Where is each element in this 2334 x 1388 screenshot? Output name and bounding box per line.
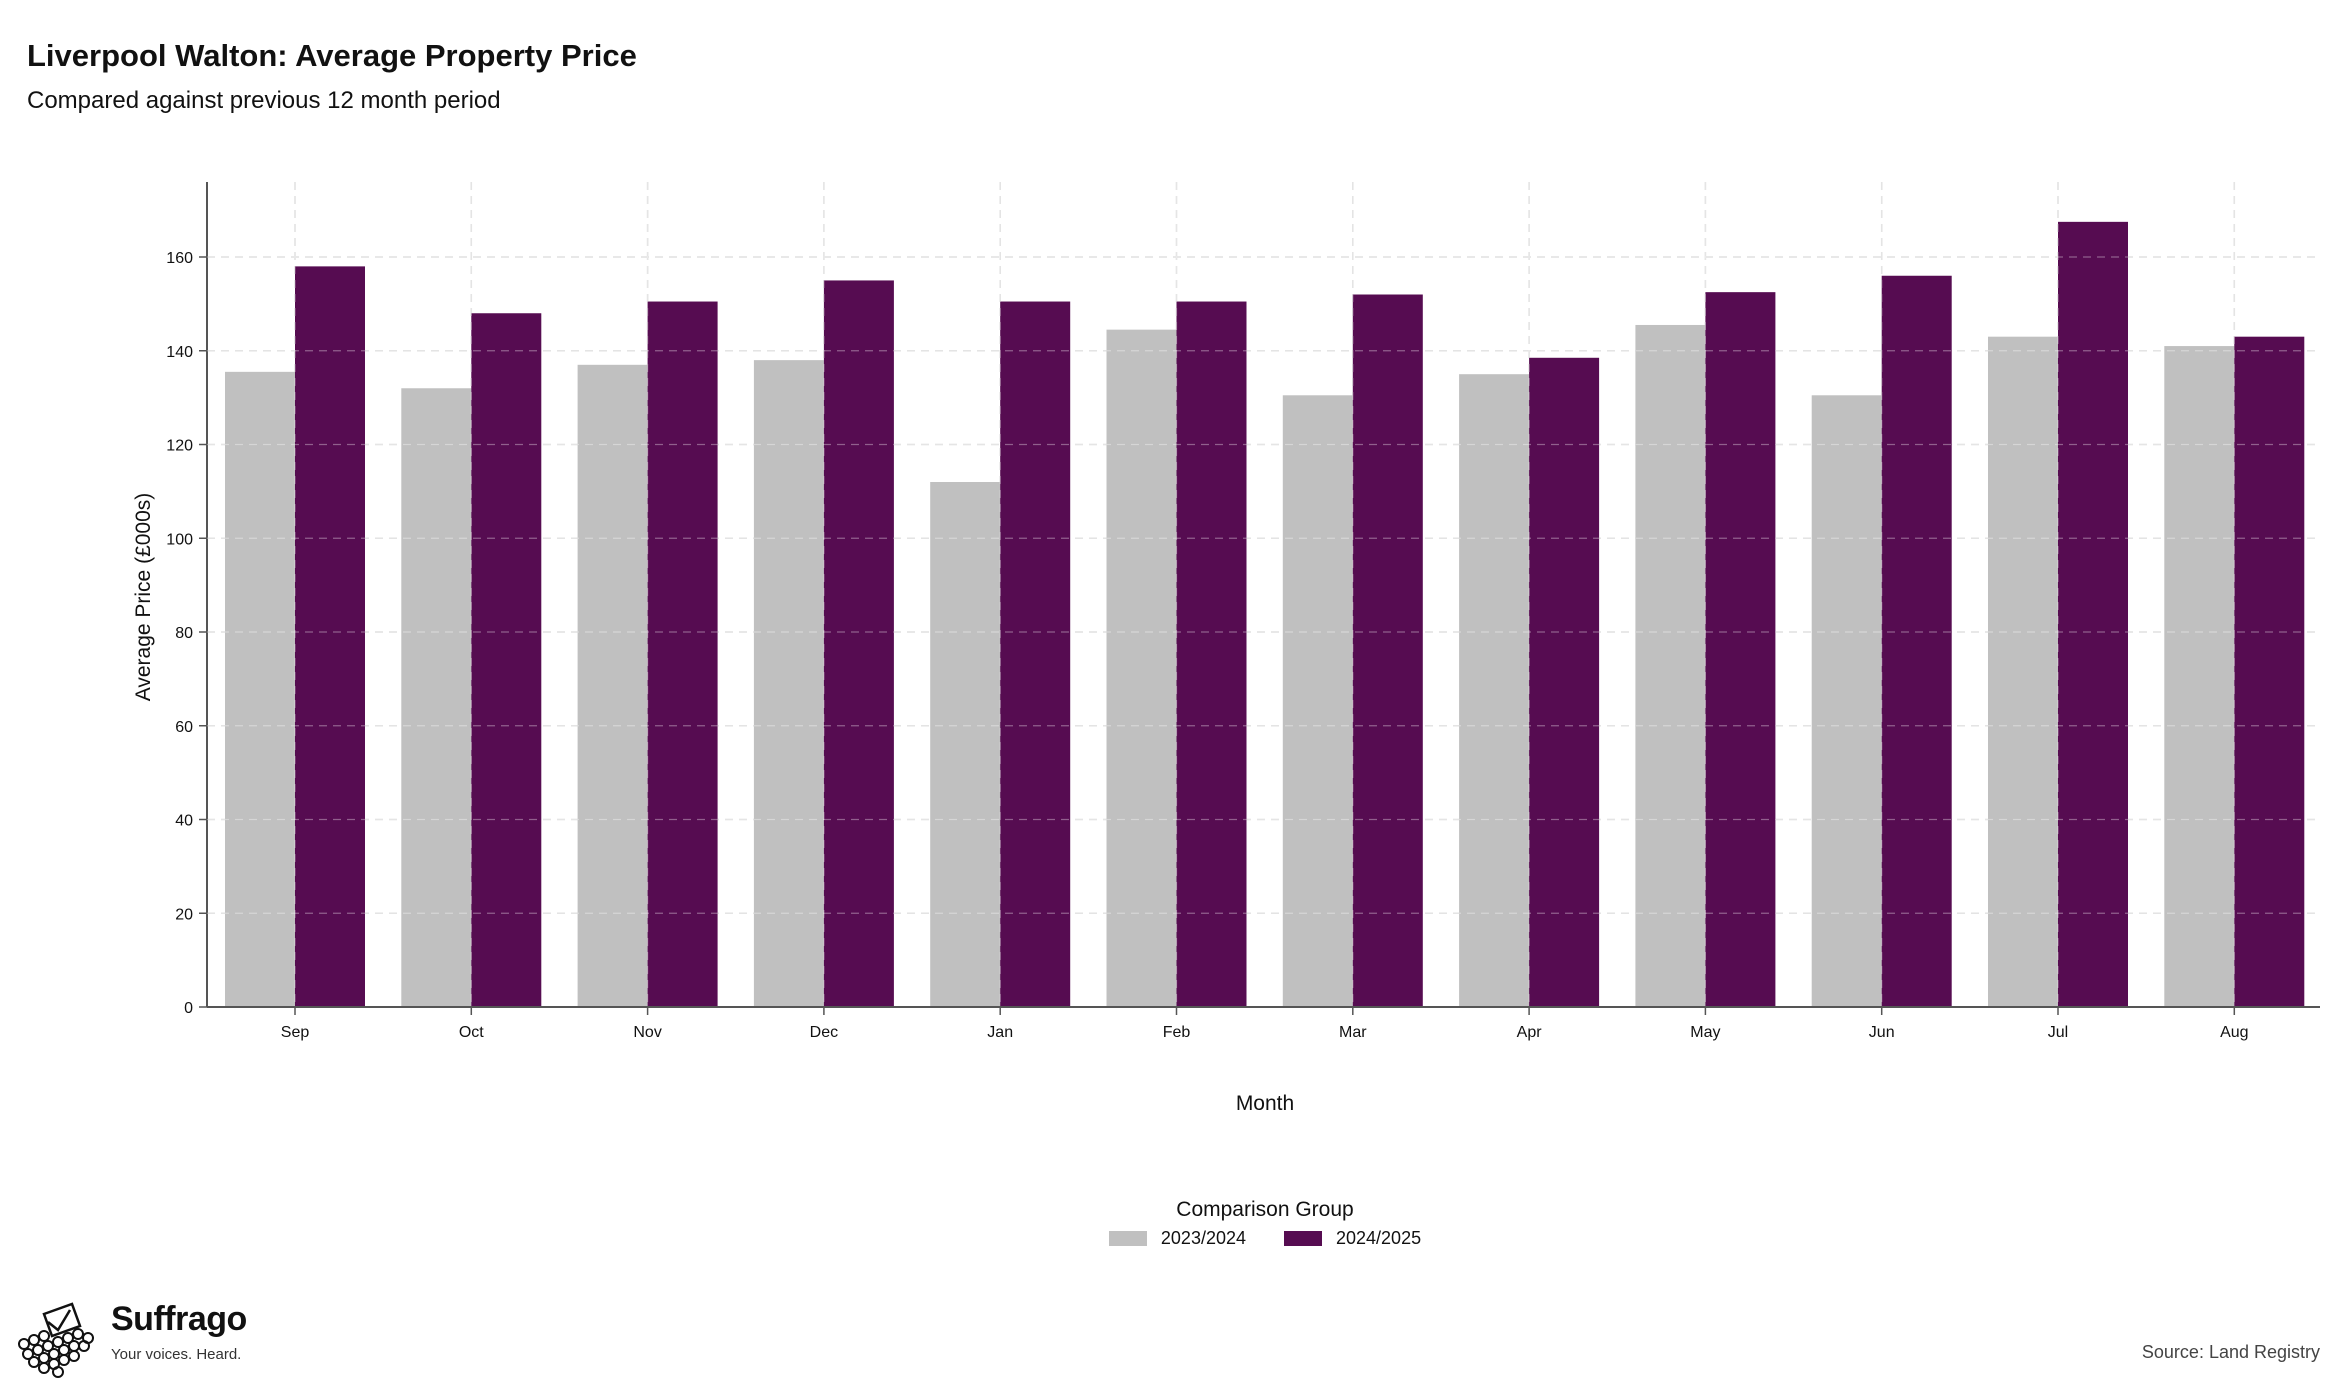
bar-2024-2025-jun	[1881, 275, 1952, 1007]
brand-logo: Suffrago Your voices. Heard.	[14, 1296, 274, 1378]
bar-2024-2025-jul	[2058, 221, 2128, 1007]
legend-item-2024-2025: 2024/2025	[1284, 1228, 1421, 1249]
bar-2023-2024-oct	[401, 388, 472, 1007]
legend-swatch	[1108, 1231, 1147, 1246]
y-tick-label: 80	[175, 625, 193, 642]
bar-2024-2025-sep	[295, 266, 365, 1007]
y-tick-label: 0	[184, 1000, 193, 1017]
bar-2024-2025-feb	[1176, 301, 1247, 1007]
chart-title: Liverpool Walton: Average Property Price	[27, 38, 637, 73]
x-tick-label: Jun	[1869, 1024, 1895, 1041]
bar-2023-2024-may	[1635, 324, 1706, 1007]
bar-2023-2024-aug	[2164, 346, 2235, 1007]
bar-2024-2025-oct	[471, 313, 542, 1007]
bar-2023-2024-nov	[577, 364, 648, 1007]
bar-2023-2024-feb	[1106, 329, 1177, 1007]
ballot-box-icon	[18, 1302, 94, 1378]
brand-tagline: Your voices. Heard.	[111, 1346, 242, 1363]
bar-2024-2025-dec	[823, 280, 894, 1007]
x-tick-label: Nov	[633, 1024, 661, 1041]
x-tick-label: Mar	[1339, 1024, 1367, 1041]
bar-2024-2025-jan	[1000, 301, 1071, 1007]
bar-2024-2025-nov	[647, 301, 718, 1007]
bars	[225, 221, 2305, 1007]
bar-2023-2024-mar	[1282, 395, 1353, 1007]
y-tick-label: 40	[175, 813, 193, 830]
tick-labels: 0 20 40 60 80 100 120 140 160 Sep Oct Nov Dec Jan Feb M…	[166, 250, 2248, 1041]
source-note: Source: Land Registry	[2141, 1342, 2320, 1362]
y-tick-label: 60	[175, 719, 193, 736]
bar-2023-2024-jul	[1988, 336, 2058, 1007]
bar-2024-2025-aug	[2234, 336, 2305, 1007]
bar-2024-2025-mar	[1352, 294, 1423, 1007]
y-tick-label: 140	[166, 344, 193, 361]
chart-subtitle: Compared against previous 12 month perio…	[27, 87, 501, 114]
brand-name: Suffrago	[111, 1300, 247, 1338]
grid-overlay	[207, 182, 2320, 1007]
x-tick-label: Jan	[987, 1024, 1013, 1041]
y-tick-label: 20	[175, 906, 193, 923]
legend-title: Comparison Group	[1176, 1198, 1354, 1221]
x-tick-label: Oct	[459, 1024, 484, 1041]
x-tick-label: Aug	[2220, 1024, 2248, 1041]
bar-2023-2024-jan	[930, 482, 1001, 1007]
bar-2024-2025-apr	[1529, 357, 1600, 1007]
axes	[199, 182, 2320, 1015]
x-tick-label: Dec	[810, 1024, 838, 1041]
y-tick-label: 120	[166, 438, 193, 455]
x-tick-label: Apr	[1517, 1024, 1543, 1041]
x-axis-title: Month	[1236, 1092, 1294, 1115]
legend-label: 2024/2025	[1336, 1228, 1422, 1248]
y-axis-title: Average Price (£000s)	[132, 493, 155, 702]
bar-2023-2024-dec	[753, 360, 824, 1007]
legend: Comparison Group 2023/2024 2024/2025	[1050, 1198, 1480, 1249]
x-tick-label: Feb	[1163, 1024, 1191, 1041]
y-tick-label: 100	[166, 531, 193, 548]
legend-swatch	[1284, 1231, 1322, 1246]
x-tick-label: Jul	[2048, 1024, 2068, 1041]
x-tick-label: Sep	[281, 1024, 310, 1041]
bar-2023-2024-sep	[225, 371, 295, 1007]
y-tick-label: 160	[166, 250, 193, 267]
bar-2023-2024-jun	[1811, 395, 1882, 1007]
bar-2023-2024-apr	[1459, 374, 1530, 1007]
x-tick-label: May	[1690, 1024, 1720, 1041]
legend-item-2023-2024: 2023/2024	[1108, 1228, 1246, 1249]
legend-label: 2023/2024	[1160, 1228, 1246, 1248]
bar-2024-2025-may	[1705, 292, 1776, 1007]
